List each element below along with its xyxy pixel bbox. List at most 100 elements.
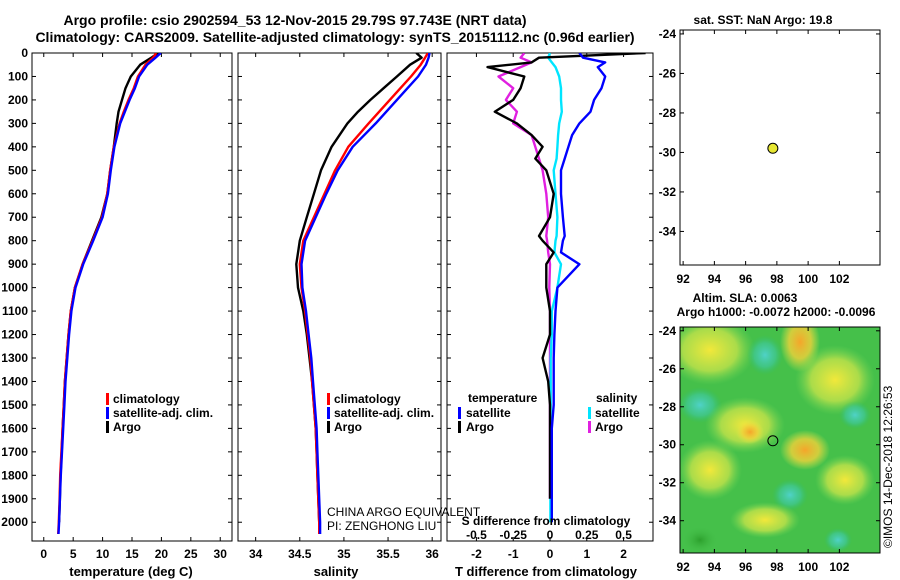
legend-swatch-satellite [106,407,109,419]
x-tick-label: 35.5 [376,547,400,561]
legend-swatch-t-argo [458,421,461,433]
salinity-plot-frame [237,52,442,542]
top-tick-label: -0.25 [500,528,528,542]
series-line-temperature-satellite [550,53,607,523]
legend-swatch-satellite [327,407,330,419]
top-tick-label: 0.25 [575,528,599,542]
legend-swatch-argo [327,421,330,433]
legend-label-s-argo: Argo [595,420,623,434]
map-x-tick-label: 94 [708,272,722,286]
difference-xlabel: T difference from climatology [455,564,638,579]
map-y-tick-label: -30 [659,145,677,159]
pi-annotation-line1: CHINA ARGO EQUIVALENT [327,505,481,519]
sla-blob [772,479,808,511]
depth-tick-label: 1600 [1,421,28,435]
series-line-climatology [298,53,429,534]
depth-tick-label: 400 [8,140,28,154]
map-y-tick-label: -34 [659,514,677,528]
temperature-xlabel: temperature (deg C) [69,564,193,579]
legend-swatch-s-satellite [588,407,591,419]
map-x-tick-label: 100 [798,272,818,286]
x-tick-label: 34 [249,547,263,561]
legend-label-satellite: satellite-adj. clim. [113,406,213,420]
x-tick-label: 0 [40,547,47,561]
x-tick-label: 5 [70,547,77,561]
depth-tick-label: 600 [8,187,28,201]
map-y-tick-label: -34 [659,224,677,238]
difference-legend: temperature satellite Argo salinity sate… [458,391,640,434]
map-x-tick-label: 100 [798,560,818,574]
depth-tick-label: 1700 [1,445,28,459]
legend-label-satellite: satellite-adj. clim. [334,406,434,420]
depth-tick-label: 1400 [1,374,28,388]
sla-map-ticks: 92 94 96 98 100 102 -24 -26 -28 -30 -32 -34 [659,324,880,574]
map-x-tick-label: 92 [676,560,690,574]
top-tick-label: -0.5 [466,528,487,542]
sla-map-title-line2: Argo h1000: -0.0072 h2000: -0.0096 [677,305,876,319]
map-x-tick-label: 96 [739,272,753,286]
x-tick-label: 2 [620,547,627,561]
sst-map-ticks: 92 94 96 98 100 102 -24 -26 -28 -30 -32 -34 [659,27,880,286]
series-line-temperature-argo [486,53,646,499]
map-y-tick-label: -26 [659,66,677,80]
x-tick-label: -2 [471,547,482,561]
legend-swatch-t-satellite [458,407,461,419]
x-tick-label: 10 [96,547,110,561]
sla-blob [680,327,755,385]
panel-ticks: 0 5 10 15 20 25 30 34 34.5 35 35.5 36 -2 -1 0 1 2 -0.5 -0.… [32,52,653,561]
sla-map-title-line1: Altim. SLA: 0.0063 [693,291,798,305]
x-tick-label: 1 [583,547,590,561]
figure-title-line2: Climatology: CARS2009. Satellite-adjuste… [35,29,634,45]
x-tick-label: 30 [214,547,228,561]
sla-map-frame [679,326,881,554]
depth-tick-label: 100 [8,69,28,83]
depth-tick-label: 1900 [1,492,28,506]
top-tick-label: 0.5 [615,528,632,542]
imos-credit: ©IMOS 14-Dec-2018 12:26:53 [881,385,895,548]
series-line-satellite-adj-clim- [57,53,162,535]
salinity-legend: climatology satellite-adj. clim. Argo [327,392,434,434]
sst-map-frame [679,29,881,266]
map-y-tick-label: -24 [659,27,677,41]
map-y-tick-label: -32 [659,476,677,490]
depth-tick-label: 1200 [1,328,28,342]
map-y-tick-label: -32 [659,185,677,199]
depth-tick-label: 900 [8,257,28,271]
x-tick-label: 20 [155,547,169,561]
sla-blob [736,420,764,444]
figure-title-line1: Argo profile: csio 2902594_53 12-Nov-201… [64,12,527,28]
legend-label-s-satellite: satellite [595,406,640,420]
map-x-tick-label: 94 [708,560,722,574]
argo-location-marker-sla [767,435,779,447]
depth-tick-label: 0 [21,46,28,60]
depth-tick-label: 1500 [1,398,28,412]
legend-label-climatology: climatology [113,392,180,406]
x-tick-label: 36 [425,547,439,561]
argo-location-marker [767,142,779,154]
x-tick-label: 25 [184,547,198,561]
sla-blob [839,401,871,429]
legend-label-climatology: climatology [334,392,401,406]
sla-blob [747,335,783,375]
legend-title-temperature: temperature [468,391,538,405]
salinity-xlabel: salinity [314,564,360,579]
sla-blob [730,502,800,538]
legend-label-t-satellite: satellite [466,406,511,420]
x-tick-label: 35 [337,547,351,561]
depth-tick-label: 1000 [1,281,28,295]
sst-map-title: sat. SST: NaN Argo: 19.8 [694,13,833,27]
legend-swatch-climatology [327,393,330,405]
depth-tick-label: 2000 [1,515,28,529]
map-x-tick-label: 96 [739,560,753,574]
map-y-tick-label: -28 [659,106,677,120]
series-line-climatology [57,53,158,535]
x-tick-label: 0 [547,547,554,561]
depth-tick-label: 1300 [1,351,28,365]
top-tick-label: 0 [547,528,554,542]
legend-label-argo: Argo [113,420,141,434]
map-y-tick-label: -30 [659,438,677,452]
series-line-argo [295,53,423,523]
legend-label-t-argo: Argo [466,420,494,434]
